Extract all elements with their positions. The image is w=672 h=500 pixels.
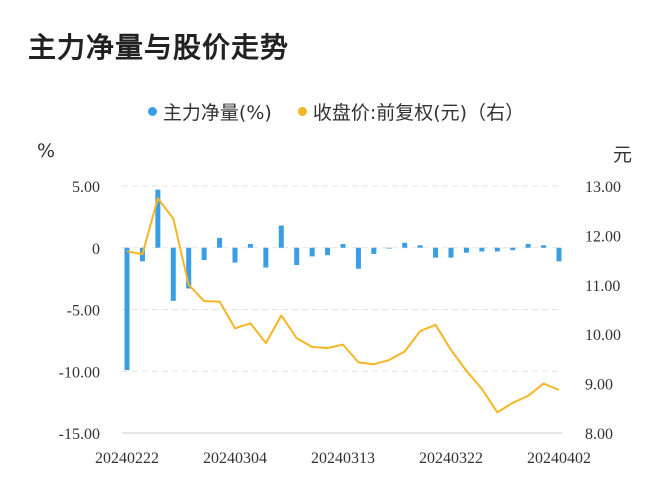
legend-label-main-force: 主力净量(%) (162, 102, 272, 124)
bar (448, 247, 454, 258)
right-tick-label: 10.00 (585, 327, 621, 344)
close-price-line (126, 197, 560, 414)
bar (371, 247, 377, 254)
legend-bar-marker (147, 107, 157, 116)
left-tick-label: -15.00 (59, 426, 100, 443)
line-series (126, 197, 560, 414)
chart-title: 主力净量与股价走势 (28, 31, 290, 64)
bar (525, 244, 531, 248)
legend-item-close-price[interactable]: 收盘价:前复权(元)（右） (297, 98, 525, 125)
x-tick-label: 20240304 (203, 450, 267, 467)
axis-ticks: 5.00 0 -5.00 -10.00 -15.00 13.00 12.00 11.00 10.… (59, 179, 621, 467)
right-tick-label: 13.00 (585, 179, 621, 196)
bar (232, 247, 238, 263)
legend-item-main-force[interactable]: 主力净量(%) (147, 98, 272, 125)
right-tick-label: 8.00 (585, 426, 613, 443)
left-tick-label: 0 (92, 241, 100, 258)
x-tick-label: 20240313 (311, 450, 375, 467)
left-tick-label: -10.00 (59, 364, 100, 381)
bar (124, 247, 130, 371)
right-tick-label: 11.00 (585, 278, 620, 295)
bar (247, 244, 253, 248)
bar (433, 247, 439, 258)
bar (417, 245, 423, 248)
bar (479, 247, 485, 252)
bar (355, 247, 361, 269)
bar (186, 247, 192, 289)
bar (325, 247, 331, 256)
bar-series (124, 189, 562, 371)
legend-line-marker (297, 107, 307, 116)
left-tick-label: 5.00 (72, 179, 100, 196)
right-axis-unit: 元 (613, 144, 633, 166)
bar (217, 237, 223, 248)
left-tick-label: -5.00 (67, 303, 100, 320)
bar (278, 225, 284, 248)
bar (201, 247, 207, 261)
bar (463, 247, 469, 253)
x-tick-label: 20240402 (527, 450, 591, 467)
right-tick-label: 12.00 (585, 228, 621, 245)
x-tick-label: 20240322 (419, 450, 483, 467)
bar (494, 247, 500, 252)
legend-label-close-price: 收盘价:前复权(元)（右） (312, 102, 525, 124)
bar (263, 247, 269, 268)
grid-lines (122, 185, 562, 434)
bar (340, 244, 346, 248)
bar (386, 247, 392, 249)
x-tick-label: 20240222 (95, 450, 159, 467)
bar (170, 247, 176, 301)
legend: 主力净量(%) 收盘价:前复权(元)（右） (0, 98, 672, 125)
bar (155, 189, 161, 248)
left-axis-unit: % (37, 140, 56, 162)
right-tick-label: 9.00 (585, 377, 613, 394)
bar (541, 245, 547, 248)
bar (510, 247, 516, 251)
bar (402, 242, 408, 248)
bar (556, 247, 562, 262)
bar (294, 247, 300, 266)
bar (309, 247, 315, 257)
